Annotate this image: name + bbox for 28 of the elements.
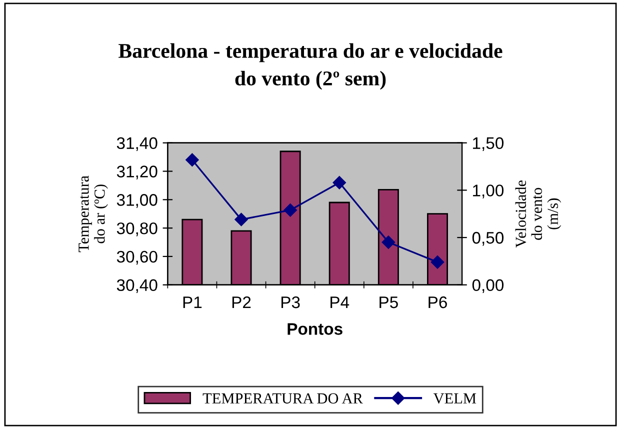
- point: [234, 212, 248, 226]
- point: [284, 203, 297, 217]
- y2-tick-label: 0,50: [472, 232, 504, 246]
- point: [186, 153, 199, 166]
- x-tick-label: P5: [380, 296, 398, 308]
- legend-label: TEMPERATURA DO AR: [202, 393, 363, 404]
- legend-label: VELM: [433, 393, 476, 404]
- y-tick-label: 30,80: [116, 222, 158, 236]
- y2-tick-label: 1,00: [473, 184, 504, 198]
- x-tick-label: P6: [428, 296, 447, 308]
- y2-axis-title: Velocidade do vento (m/s): [515, 180, 562, 248]
- y-tick-label: 31,00: [116, 194, 158, 208]
- x-tick-label: P1: [183, 296, 202, 308]
- x-tick-label: P4: [330, 296, 350, 308]
- point: [430, 256, 444, 269]
- chart-title: Barcelona - temperatura do ar e velocidade do vento (2º sem): [118, 43, 502, 90]
- y-axis-title: Temperatura do ar (ºC): [78, 176, 108, 252]
- point: [382, 236, 396, 249]
- x-tick-label: P3: [281, 296, 300, 308]
- x-axis-title: Pontos: [288, 323, 342, 335]
- y-tick-label: 30,40: [116, 279, 158, 294]
- y2-tick-label: 0,00: [472, 279, 504, 294]
- x-tick-label: P2: [232, 296, 251, 308]
- y-tick-label: 31,20: [116, 166, 158, 180]
- point: [332, 176, 346, 190]
- y-tick-label: 30,60: [116, 250, 158, 265]
- y2-tick-label: 1,50: [473, 137, 504, 152]
- y-tick-label: 31,40: [116, 137, 158, 152]
